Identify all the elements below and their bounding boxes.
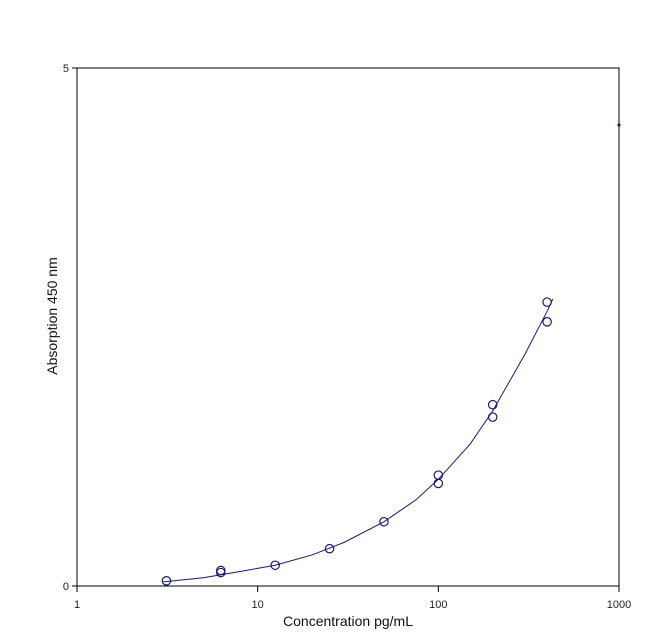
y-axis-title: Absorption 450 nm (44, 257, 60, 375)
y-axis-ticks: 05 (63, 63, 77, 593)
y-tick-label: 0 (63, 581, 69, 593)
data-point (433, 470, 444, 480)
data-point (215, 567, 226, 578)
data-point (542, 317, 552, 327)
x-tick-label: 100 (429, 599, 447, 611)
data-point (324, 543, 335, 554)
data-point (161, 576, 172, 586)
data-point (433, 478, 444, 489)
data-point (542, 297, 552, 307)
x-axis-ticks: 1 10 100 1000 (74, 586, 631, 611)
data-point (487, 399, 498, 410)
x-tick-label: 1000 (607, 599, 631, 611)
data-point-dot (617, 123, 621, 127)
fit-curve (163, 298, 554, 583)
plot-frame (76, 67, 620, 587)
x-tick-label: 1 (74, 599, 80, 611)
data-point (215, 565, 226, 576)
data-points (161, 123, 621, 586)
data-point (379, 516, 389, 527)
y-tick-label: 5 (63, 63, 69, 75)
data-point (270, 560, 280, 571)
x-axis-title: Concentration pg/mL (283, 613, 413, 629)
x-tick-label: 10 (252, 599, 264, 611)
data-point (487, 412, 498, 422)
